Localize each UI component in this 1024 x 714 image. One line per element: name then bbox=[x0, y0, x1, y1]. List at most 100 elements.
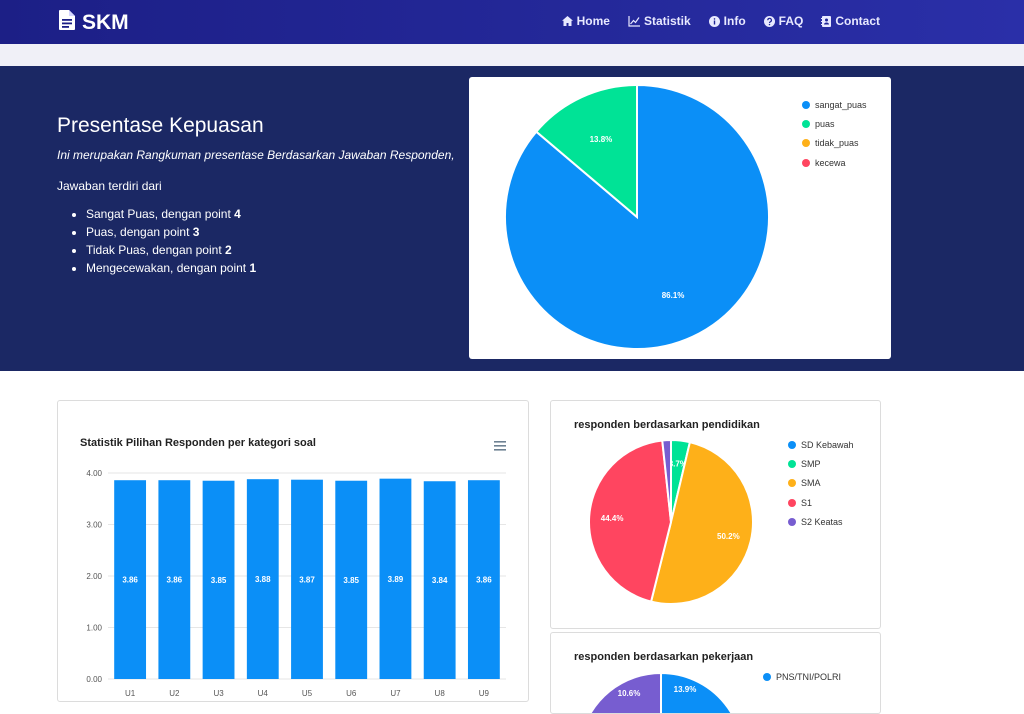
legend-item[interactable]: kecewa bbox=[802, 153, 867, 172]
home-icon bbox=[561, 16, 573, 26]
legend-marker bbox=[788, 460, 796, 469]
point-text: Sangat Puas, dengan point bbox=[86, 207, 235, 221]
pie-slice-s2-keatas[interactable] bbox=[661, 438, 672, 523]
legend-label: kecewa bbox=[815, 157, 846, 168]
bar-u1[interactable] bbox=[114, 480, 147, 679]
bar-u9[interactable] bbox=[467, 480, 500, 679]
bar-data-label: 3.86 bbox=[476, 576, 492, 585]
bar-chart: 4.00 3.00 2.00 1.00 0.00 3.86 U1 3.86 U2 3.85 U3 3.… bbox=[86, 469, 506, 698]
navbar: SKM Home Statistik Info FAQ Contact bbox=[0, 0, 1024, 44]
y-tick-label: 1.00 bbox=[86, 624, 102, 633]
legend-item[interactable]: sangat_puas bbox=[802, 95, 867, 114]
legend-label: PNS/TNI/POLRI bbox=[776, 671, 842, 682]
nav-info-label: Info bbox=[723, 14, 746, 28]
legend-marker bbox=[788, 440, 796, 449]
legend-label: tidak_puas bbox=[815, 138, 859, 149]
legend-label: SD Kebawah bbox=[801, 439, 854, 450]
nav-faq-label: FAQ bbox=[778, 14, 804, 28]
legend-item[interactable]: S2 Keatas bbox=[788, 513, 854, 532]
legend-label: puas bbox=[815, 119, 835, 130]
nav-item-info[interactable]: Info bbox=[708, 14, 746, 28]
legend-item[interactable]: tidak_puas bbox=[802, 134, 867, 153]
bar-u3[interactable] bbox=[202, 480, 235, 679]
legend-item[interactable]: puas bbox=[802, 114, 867, 133]
bar-u2[interactable] bbox=[158, 480, 191, 679]
bar-u4[interactable] bbox=[246, 479, 279, 679]
point-value: 3 bbox=[192, 225, 200, 239]
nav-home-label: Home bbox=[576, 14, 610, 28]
bar-data-label: 3.84 bbox=[432, 576, 448, 585]
point-text: Mengecewakan, dengan point bbox=[86, 261, 250, 275]
pie-label: 13.8% bbox=[590, 135, 613, 144]
brand[interactable]: SKM bbox=[58, 9, 129, 37]
x-tick-label: U6 bbox=[346, 689, 357, 698]
y-tick-label: 2.00 bbox=[86, 572, 102, 581]
brand-name: SKM bbox=[82, 11, 129, 34]
bar-data-label: 3.88 bbox=[255, 575, 271, 584]
x-tick-label: U8 bbox=[435, 689, 446, 698]
point-value: 1 bbox=[249, 261, 257, 275]
education-chart-title: responden berdasarkan pendidikan bbox=[574, 419, 760, 431]
legend-item[interactable]: S1 bbox=[788, 493, 854, 512]
hero-subtitle: Ini merupakan Rangkuman presentase Berda… bbox=[57, 148, 455, 162]
legend-item[interactable]: PNS/TNI/POLRI bbox=[763, 667, 841, 686]
pie-slice-s1[interactable] bbox=[588, 439, 673, 603]
bar-u7[interactable] bbox=[379, 478, 412, 679]
nav-contact-label: Contact bbox=[835, 14, 880, 28]
y-tick-label: 0.00 bbox=[86, 675, 102, 684]
pie-slice-sma[interactable] bbox=[649, 441, 755, 605]
nav-statistik-label: Statistik bbox=[643, 14, 691, 28]
hero-text: Presentase Kepuasan Ini merupakan Rangku… bbox=[57, 114, 457, 277]
points-list: Sangat Puas, dengan point 4 Puas, dengan… bbox=[57, 205, 457, 277]
list-item: Mengecewakan, dengan point 1 bbox=[86, 259, 457, 277]
legend-item[interactable]: SMP bbox=[788, 454, 854, 473]
y-tick-label: 4.00 bbox=[86, 469, 102, 478]
nav-item-home[interactable]: Home bbox=[561, 14, 610, 28]
x-tick-label: U4 bbox=[258, 689, 269, 698]
info-icon bbox=[708, 15, 720, 27]
legend-label: SMA bbox=[801, 478, 821, 489]
x-tick-label: U2 bbox=[169, 689, 180, 698]
bar-data-label: 3.86 bbox=[122, 576, 138, 585]
x-tick-label: U7 bbox=[390, 689, 401, 698]
bar-data-label: 3.89 bbox=[388, 575, 404, 584]
bar-u6[interactable] bbox=[335, 480, 368, 679]
y-tick-label: 3.00 bbox=[86, 521, 102, 530]
bar-data-label: 3.87 bbox=[299, 575, 315, 584]
menu-icon[interactable] bbox=[494, 438, 506, 456]
pie-label: 13.9% bbox=[674, 685, 697, 694]
bar-u5[interactable] bbox=[291, 479, 323, 679]
pie-label: 86.1% bbox=[662, 291, 685, 300]
point-value: 2 bbox=[224, 243, 232, 257]
legend-item[interactable]: SMA bbox=[788, 474, 854, 493]
bar-chart-title: Statistik Pilihan Responden per kategori… bbox=[80, 437, 316, 449]
x-tick-label: U3 bbox=[213, 689, 224, 698]
question-icon bbox=[763, 15, 775, 27]
satisfaction-pie-chart: 86.1% 13.8% bbox=[504, 83, 770, 350]
legend-item[interactable]: SD Kebawah bbox=[788, 435, 854, 454]
nav-item-statistik[interactable]: Statistik bbox=[628, 14, 691, 28]
nav-spacer bbox=[0, 44, 1024, 66]
education-legend: SD Kebawah SMP SMA S1 S2 Keatas bbox=[788, 435, 854, 532]
legend-marker bbox=[802, 120, 810, 129]
nav-item-faq[interactable]: FAQ bbox=[763, 14, 804, 28]
chart-line-icon bbox=[628, 15, 640, 27]
legend-marker bbox=[788, 479, 796, 488]
legend-label: sangat_puas bbox=[815, 99, 867, 110]
nav-item-contact[interactable]: Contact bbox=[821, 14, 880, 28]
point-text: Tidak Puas, dengan point bbox=[86, 243, 225, 257]
legend-marker bbox=[802, 158, 810, 167]
bar-data-label: 3.85 bbox=[211, 576, 227, 585]
nav-menu: Home Statistik Info FAQ Contact bbox=[561, 14, 880, 28]
x-tick-label: U1 bbox=[125, 689, 136, 698]
hero-title: Presentase Kepuasan bbox=[57, 114, 264, 137]
pie-label: 44.4% bbox=[601, 514, 624, 523]
bar-u8[interactable] bbox=[423, 481, 456, 679]
list-item: Sangat Puas, dengan point 4 bbox=[86, 205, 457, 223]
x-tick-label: U5 bbox=[302, 689, 313, 698]
pie-label: 50.2% bbox=[717, 532, 740, 541]
pie-slice-puas[interactable] bbox=[534, 83, 638, 220]
legend-label: SMP bbox=[801, 459, 821, 470]
